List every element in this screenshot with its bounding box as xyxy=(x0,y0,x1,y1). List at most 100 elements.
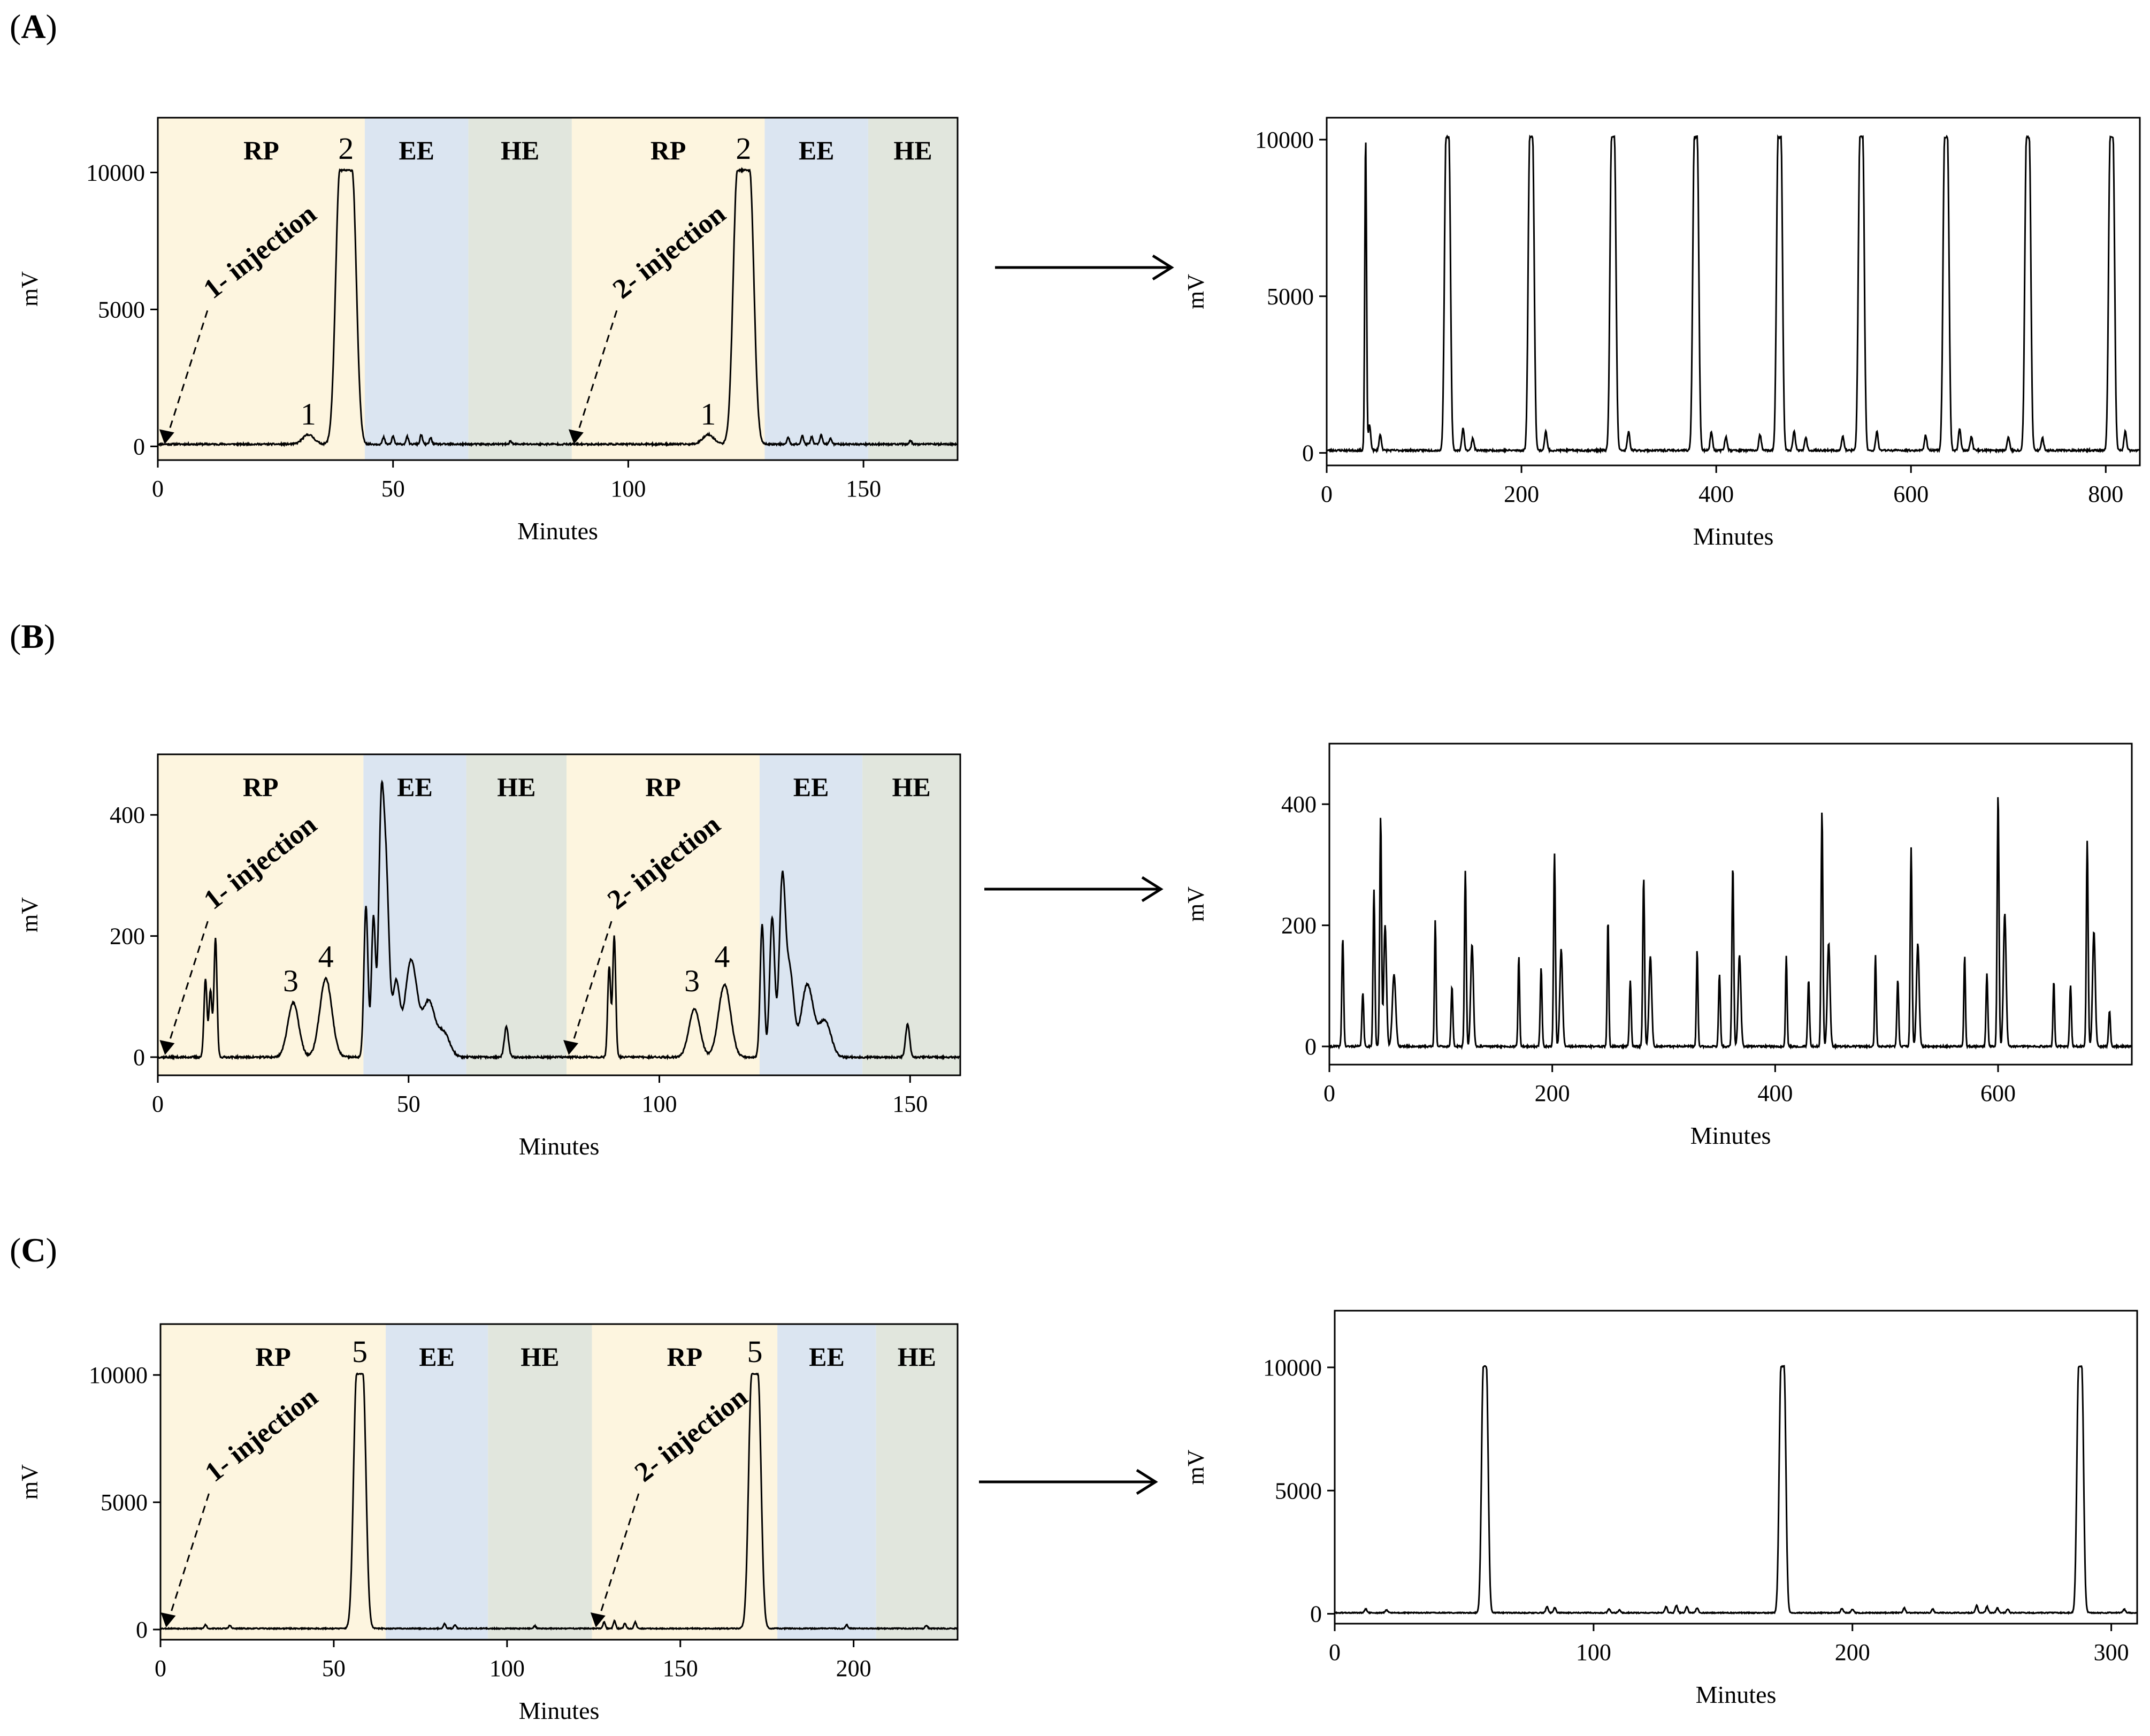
region-ee xyxy=(777,1324,876,1640)
x-tick-label: 100 xyxy=(1576,1639,1611,1665)
region-label: HE xyxy=(898,1342,936,1372)
region-he xyxy=(862,754,960,1075)
plot-frame xyxy=(157,117,959,461)
x-tick-label: 150 xyxy=(892,1091,928,1117)
injection-arrow xyxy=(571,921,613,1046)
region-rp xyxy=(158,118,365,460)
plot-frame xyxy=(1326,117,2141,466)
chart-c-right: 0 5000 10000 0 100 200 300 Minutes mV xyxy=(1183,1310,2138,1708)
region-he xyxy=(868,118,958,460)
y-tick-label: 10000 xyxy=(86,159,145,186)
x-tick-label: 0 xyxy=(152,476,164,502)
y-tick-label: 400 xyxy=(1281,791,1317,817)
region-label: EE xyxy=(419,1342,455,1372)
y-tick-label: 0 xyxy=(136,1617,148,1643)
y-tick-label: 0 xyxy=(1310,1601,1322,1627)
injection-arrow xyxy=(576,310,618,435)
region-he xyxy=(488,1324,592,1640)
x-tick-label: 100 xyxy=(489,1655,525,1681)
injection-arrowhead xyxy=(590,1612,606,1627)
x-tick-label: 200 xyxy=(836,1655,871,1681)
region-label: EE xyxy=(799,135,835,165)
x-axis-label: Minutes xyxy=(1690,1122,1771,1149)
y-tick-label: 0 xyxy=(1302,440,1314,466)
y-axis-label: mV xyxy=(17,271,43,307)
region-label: HE xyxy=(501,135,539,165)
chart-c-left: RP EE HE RP EE HE 0 5000 10000 0 50 100 150 200 Minute… xyxy=(17,1323,959,1724)
injection-arrow xyxy=(167,921,209,1046)
peak-label: 5 xyxy=(352,1334,368,1369)
x-axis-label: Minutes xyxy=(517,517,598,545)
x-axis-label: Minutes xyxy=(1696,1681,1777,1708)
x-tick-label: 0 xyxy=(155,1655,166,1681)
x-tick-label: 200 xyxy=(1535,1080,1570,1106)
region-ee xyxy=(386,1324,488,1640)
y-tick-label: 0 xyxy=(133,433,145,460)
region-label: RP xyxy=(645,772,681,802)
peak-label: 1 xyxy=(301,397,316,432)
x-tick-label: 600 xyxy=(1980,1080,2016,1106)
region-label: EE xyxy=(809,1342,845,1372)
y-axis-label: mV xyxy=(1183,274,1209,309)
x-tick-label: 0 xyxy=(1329,1639,1341,1665)
region-ee xyxy=(764,118,868,460)
y-tick-label: 5000 xyxy=(1267,284,1314,310)
panel-label-b: (B) xyxy=(10,617,56,655)
region-label: RP xyxy=(651,135,686,165)
x-tick-label: 300 xyxy=(2094,1639,2129,1665)
region-label: HE xyxy=(892,772,930,802)
region-label: EE xyxy=(397,772,433,802)
x-tick-label: 50 xyxy=(381,476,405,502)
panel-label-c: (C) xyxy=(10,1231,57,1269)
region-rp xyxy=(567,754,760,1075)
chart-b-right: 0 200 400 0 200 400 600 Minutes mV xyxy=(1183,743,2133,1149)
y-tick-label: 200 xyxy=(1281,913,1317,939)
x-tick-label: 200 xyxy=(1504,481,1539,507)
x-tick-label: 200 xyxy=(1835,1639,1870,1665)
x-tick-label: 800 xyxy=(2088,481,2123,507)
region-label: RP xyxy=(243,772,279,802)
region-label: HE xyxy=(893,135,932,165)
y-tick-label: 5000 xyxy=(101,1489,148,1516)
chromatogram-trace xyxy=(1328,797,2133,1050)
y-tick-label: 10000 xyxy=(1255,127,1314,153)
chromatogram-trace xyxy=(160,1372,958,1631)
injection-arrow xyxy=(169,1493,210,1618)
peak-label: 2 xyxy=(338,131,354,166)
peak-label: 1 xyxy=(700,397,716,432)
chromatogram-trace xyxy=(1326,134,2141,454)
x-tick-label: 150 xyxy=(846,476,881,502)
plot-frame xyxy=(157,753,961,1076)
y-tick-label: 5000 xyxy=(1275,1478,1322,1504)
x-tick-label: 400 xyxy=(1757,1080,1793,1106)
y-tick-label: 0 xyxy=(133,1044,145,1070)
y-tick-label: 400 xyxy=(110,802,145,828)
y-tick-label: 10000 xyxy=(89,1362,148,1388)
x-tick-label: 100 xyxy=(642,1091,677,1117)
peak-label: 5 xyxy=(747,1334,763,1369)
x-axis-label: Minutes xyxy=(1693,523,1774,550)
chromatogram-trace xyxy=(157,779,961,1061)
injection-arrowhead xyxy=(568,429,584,445)
panel-label-a: (A) xyxy=(10,7,57,45)
injection-arrow xyxy=(167,310,209,435)
region-label: EE xyxy=(793,772,829,802)
region-ee xyxy=(760,754,863,1075)
x-tick-label: 50 xyxy=(397,1091,420,1117)
injection-arrowhead xyxy=(159,429,174,445)
arrow-b xyxy=(984,876,1164,903)
plot-frame xyxy=(159,1323,959,1641)
region-label: HE xyxy=(497,772,535,802)
x-tick-label: 150 xyxy=(663,1655,698,1681)
peak-label: 4 xyxy=(714,939,730,974)
x-axis-label: Minutes xyxy=(519,1133,600,1160)
y-axis-label: mV xyxy=(1183,1449,1209,1485)
x-tick-label: 0 xyxy=(1323,1080,1335,1106)
region-label: EE xyxy=(399,135,434,165)
x-tick-label: 400 xyxy=(1698,481,1734,507)
plot-frame xyxy=(1328,743,2133,1066)
y-tick-label: 10000 xyxy=(1263,1355,1322,1381)
y-tick-label: 200 xyxy=(110,923,145,950)
